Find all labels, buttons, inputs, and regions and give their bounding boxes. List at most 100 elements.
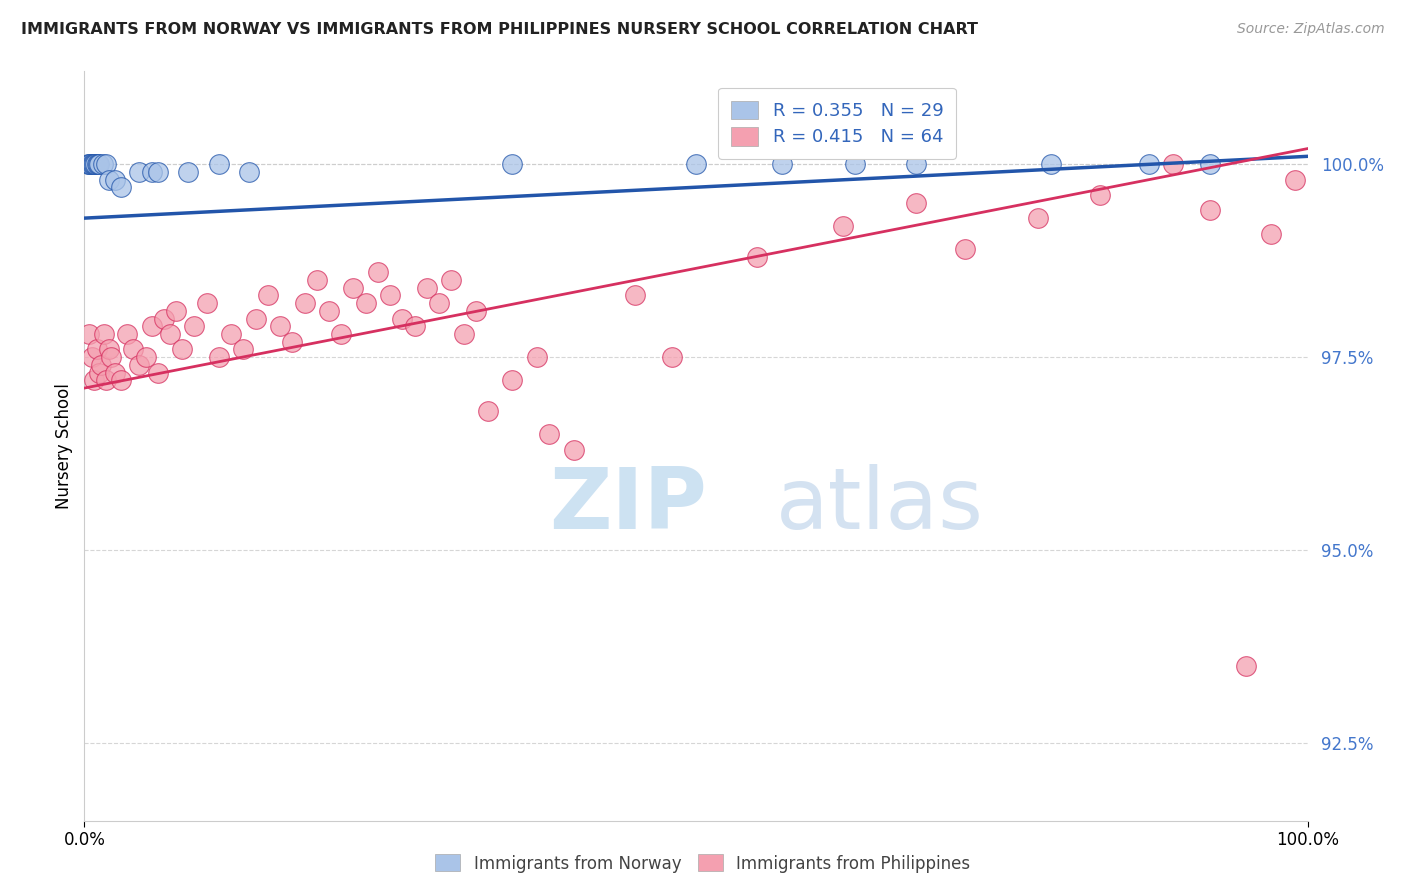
Point [122,343,145,357]
Point [905,157,928,171]
Point [1236,659,1258,673]
Point [97,343,120,357]
Point [177,165,200,179]
Point [153,311,176,326]
Point [80,350,103,364]
Point [232,343,254,357]
Point [79,157,101,171]
Point [87,157,110,171]
Point [141,319,163,334]
Point [90,358,112,372]
Point [342,280,364,294]
Text: IMMIGRANTS FROM NORWAY VS IMMIGRANTS FROM PHILIPPINES NURSERY SCHOOL CORRELATION: IMMIGRANTS FROM NORWAY VS IMMIGRANTS FRO… [21,22,979,37]
Point [86,343,108,357]
Point [96,157,118,171]
Text: ZIP: ZIP [550,465,707,548]
Point [1198,203,1220,218]
Point [159,326,181,341]
Point [86,157,108,171]
Point [1198,157,1220,171]
Point [87,157,110,171]
Point [104,366,127,380]
Point [77,326,100,341]
Legend: R = 0.355   N = 29, R = 0.415   N = 64: R = 0.355 N = 29, R = 0.415 N = 64 [718,88,956,159]
Point [427,296,450,310]
Point [183,319,205,334]
Point [440,273,463,287]
Point [624,288,647,302]
Point [80,157,103,171]
Point [84,157,107,171]
Point [844,157,866,171]
Point [1137,157,1160,171]
Point [685,157,707,171]
Point [115,326,138,341]
Point [269,319,291,334]
Point [526,350,548,364]
Point [208,350,231,364]
Y-axis label: Nursery School: Nursery School [55,383,73,509]
Text: Source: ZipAtlas.com: Source: ZipAtlas.com [1237,22,1385,37]
Point [172,343,194,357]
Point [367,265,389,279]
Point [82,157,104,171]
Legend: Immigrants from Norway, Immigrants from Philippines: Immigrants from Norway, Immigrants from … [429,847,977,880]
Point [135,350,157,364]
Point [83,157,105,171]
Point [110,180,132,194]
Point [330,326,353,341]
Point [477,404,499,418]
Point [146,165,169,179]
Point [104,172,127,186]
Point [1161,157,1184,171]
Point [93,326,115,341]
Point [77,157,100,171]
Point [562,442,585,457]
Point [502,373,524,387]
Point [165,303,187,318]
Point [128,165,150,179]
Point [1284,172,1306,186]
Point [294,296,316,310]
Point [305,273,328,287]
Point [1028,211,1050,226]
Point [770,157,793,171]
Point [404,319,426,334]
Point [1260,227,1282,241]
Point [83,373,105,387]
Point [77,157,100,171]
Point [97,172,120,186]
Point [831,219,853,233]
Point [87,366,110,380]
Point [141,165,163,179]
Point [208,157,231,171]
Point [128,358,150,372]
Text: atlas: atlas [776,465,983,548]
Point [380,288,402,302]
Point [195,296,218,310]
Point [100,350,122,364]
Point [281,334,304,349]
Point [238,165,260,179]
Point [661,350,683,364]
Point [318,303,340,318]
Point [453,326,475,341]
Point [146,366,169,380]
Point [905,195,928,210]
Point [257,288,280,302]
Point [747,250,769,264]
Point [1088,188,1111,202]
Point [91,157,114,171]
Point [538,427,561,442]
Point [416,280,439,294]
Point [219,326,242,341]
Point [354,296,377,310]
Point [1039,157,1062,171]
Point [502,157,524,171]
Point [464,303,486,318]
Point [391,311,413,326]
Point [110,373,132,387]
Point [953,242,976,256]
Point [245,311,267,326]
Point [96,373,118,387]
